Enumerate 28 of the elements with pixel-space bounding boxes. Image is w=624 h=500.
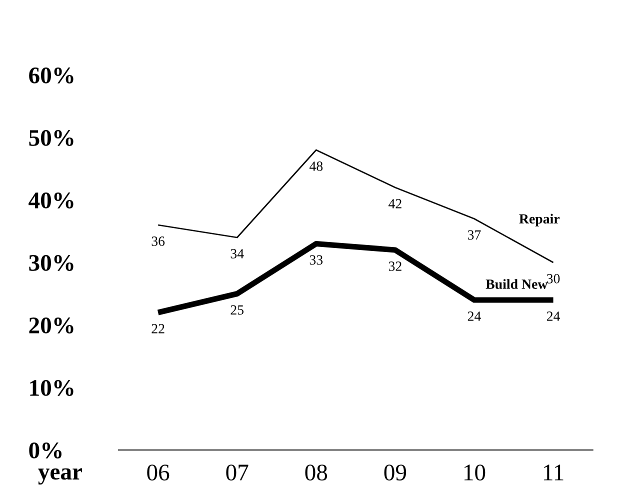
data-label: 25 (230, 305, 244, 315)
data-label: 34 (230, 249, 244, 258)
y-tick-label: 0% (29, 442, 62, 458)
y-tick-label: 30% (29, 254, 74, 271)
data-label: 22 (152, 324, 164, 334)
data-label: 32 (388, 262, 402, 271)
x-tick-label: 09 (384, 464, 406, 481)
data-label: 36 (152, 236, 165, 246)
x-axis-title: year (38, 468, 82, 485)
y-tick-label: 60% (29, 67, 74, 84)
data-label: 24 (468, 312, 481, 321)
data-label: 33 (310, 255, 323, 265)
y-tick-label: 40% (28, 192, 74, 208)
x-tick-label: 11 (544, 464, 564, 480)
x-tick-label: 07 (226, 464, 248, 481)
x-tick-label: 06 (147, 464, 170, 481)
data-label: 48 (309, 162, 323, 171)
data-label: 42 (388, 199, 402, 208)
data-label: 37 (468, 230, 481, 240)
series-label: Build New (486, 279, 548, 289)
y-tick-label: 20% (29, 317, 74, 334)
y-tick-label: 50% (29, 130, 74, 146)
series-label: Repair (519, 214, 560, 226)
data-label: 30 (547, 274, 560, 284)
data-label: 24 (546, 312, 560, 321)
y-tick-label: 10% (30, 380, 74, 396)
x-tick-label: 10 (464, 464, 486, 481)
x-tick-label: 08 (305, 464, 328, 481)
